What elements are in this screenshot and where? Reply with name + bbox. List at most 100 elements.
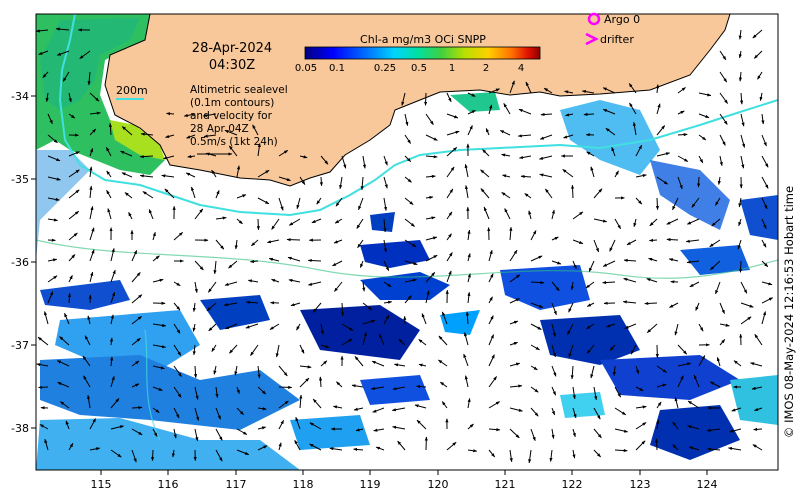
velocity-arrow-icon — [502, 174, 511, 178]
velocity-arrow-icon — [731, 407, 742, 412]
velocity-arrow-icon — [334, 218, 343, 224]
colorbar-tick: 0.5 — [411, 63, 427, 74]
velocity-arrow-icon — [225, 323, 238, 330]
velocity-arrow-icon — [467, 273, 471, 283]
velocity-arrow-icon — [539, 173, 553, 178]
velocity-arrow-icon — [655, 197, 660, 211]
velocity-arrow-icon — [761, 297, 774, 304]
sealevel-contour-2 — [144, 329, 161, 441]
velocity-arrow-icon — [89, 92, 100, 102]
velocity-arrow-icon — [509, 249, 518, 262]
velocity-arrow-icon — [698, 323, 704, 332]
velocity-arrow-icon — [530, 365, 538, 371]
velocity-arrow-icon — [299, 176, 306, 185]
velocity-arrow-icon — [593, 188, 603, 199]
velocity-arrow-icon — [509, 226, 513, 241]
velocity-arrow-icon — [446, 166, 455, 178]
velocity-arrow-icon — [738, 29, 742, 40]
velocity-arrow-icon — [754, 333, 763, 346]
velocity-arrow-icon — [488, 334, 495, 346]
velocity-arrow-icon — [425, 290, 430, 304]
velocity-arrow-icon — [628, 83, 637, 94]
velocity-arrow-icon — [89, 185, 93, 199]
velocity-arrow-icon — [677, 87, 686, 94]
velocity-arrow-icon — [334, 281, 343, 292]
velocity-arrow-icon — [425, 272, 436, 283]
velocity-arrow-icon — [267, 239, 280, 244]
velocity-arrow-icon — [586, 302, 595, 307]
velocity-arrow-icon — [68, 151, 80, 157]
velocity-arrow-icon — [257, 407, 267, 411]
velocity-arrow-icon — [540, 112, 553, 117]
velocity-arrow-icon — [425, 236, 438, 241]
velocity-arrow-icon — [719, 134, 726, 146]
velocity-arrow-icon — [47, 275, 58, 283]
velocity-arrow-icon — [520, 174, 532, 179]
velocity-arrow-icon — [518, 108, 532, 115]
velocity-arrow-icon — [602, 260, 616, 267]
velocity-arrow-icon — [666, 218, 679, 225]
x-tick-label: 118 — [293, 478, 314, 491]
velocity-arrow-icon — [586, 344, 595, 354]
velocity-arrow-icon — [186, 134, 196, 139]
velocity-arrow-icon — [530, 280, 545, 285]
velocity-arrow-icon — [551, 281, 560, 292]
velocity-arrow-icon — [467, 291, 471, 304]
velocity-arrow-icon — [750, 362, 763, 367]
velocity-arrow-icon — [165, 134, 175, 138]
colorbar-tick: 0.05 — [295, 63, 317, 74]
velocity-arrow-icon — [677, 110, 685, 115]
velocity-arrow-icon — [425, 216, 436, 220]
velocity-arrow-icon — [649, 218, 658, 227]
velocity-arrow-icon — [173, 302, 181, 311]
velocity-arrow-icon — [706, 428, 721, 432]
sealevel-contour-1 — [36, 239, 778, 279]
velocity-arrow-icon — [488, 354, 495, 367]
velocity-arrow-icon — [572, 407, 577, 419]
velocity-arrow-icon — [719, 155, 723, 167]
velocity-arrow-icon — [544, 188, 553, 199]
velocity-arrow-icon — [446, 113, 459, 119]
velocity-arrow-icon — [467, 253, 471, 262]
velocity-arrow-icon — [488, 401, 500, 409]
velocity-arrow-icon — [56, 360, 70, 367]
velocity-arrow-icon — [572, 428, 576, 438]
velocity-arrow-icon — [320, 155, 329, 165]
velocity-arrow-icon — [509, 274, 521, 283]
velocity-arrow-icon — [622, 300, 637, 304]
velocity-arrow-icon — [656, 383, 667, 388]
altimetry-note-line: 0.5m/s (1kt 24h) — [190, 136, 278, 148]
velocity-arrow-icon — [635, 144, 643, 157]
velocity-arrow-icon — [677, 176, 683, 190]
velocity-arrow-icon — [86, 394, 91, 409]
velocity-arrow-icon — [65, 420, 70, 430]
velocity-arrow-icon — [173, 365, 182, 377]
velocity-arrow-icon — [257, 169, 270, 178]
velocity-arrow-icon — [530, 230, 537, 241]
velocity-arrow-icon — [89, 271, 94, 283]
velocity-arrow-icon — [139, 154, 154, 159]
velocity-arrow-icon — [761, 281, 773, 286]
velocity-arrow-icon — [60, 401, 70, 409]
argo-float-icon — [587, 12, 601, 26]
velocity-arrow-icon — [89, 418, 97, 430]
velocity-arrow-icon — [404, 295, 412, 304]
velocity-arrow-icon — [171, 449, 175, 458]
velocity-arrow-icon — [563, 134, 574, 139]
velocity-arrow-icon — [416, 419, 427, 430]
velocity-arrow-icon — [357, 239, 364, 249]
velocity-arrow-icon — [278, 419, 285, 430]
velocity-arrow-icon — [551, 386, 557, 396]
altimetry-note-line: (0.1m contours) — [190, 97, 274, 109]
velocity-arrow-icon — [341, 155, 347, 169]
chl-patch-east-blue — [650, 160, 730, 230]
velocity-arrow-icon — [672, 444, 679, 451]
velocity-arrow-icon — [354, 356, 364, 367]
velocity-arrow-icon — [761, 176, 769, 189]
velocity-arrow-icon — [383, 300, 393, 304]
velocity-arrow-icon — [341, 338, 353, 346]
velocity-arrow-icon — [761, 260, 769, 268]
velocity-arrow-icon — [644, 301, 658, 306]
velocity-arrow-icon — [47, 155, 61, 162]
velocity-arrow-icon — [84, 335, 91, 346]
